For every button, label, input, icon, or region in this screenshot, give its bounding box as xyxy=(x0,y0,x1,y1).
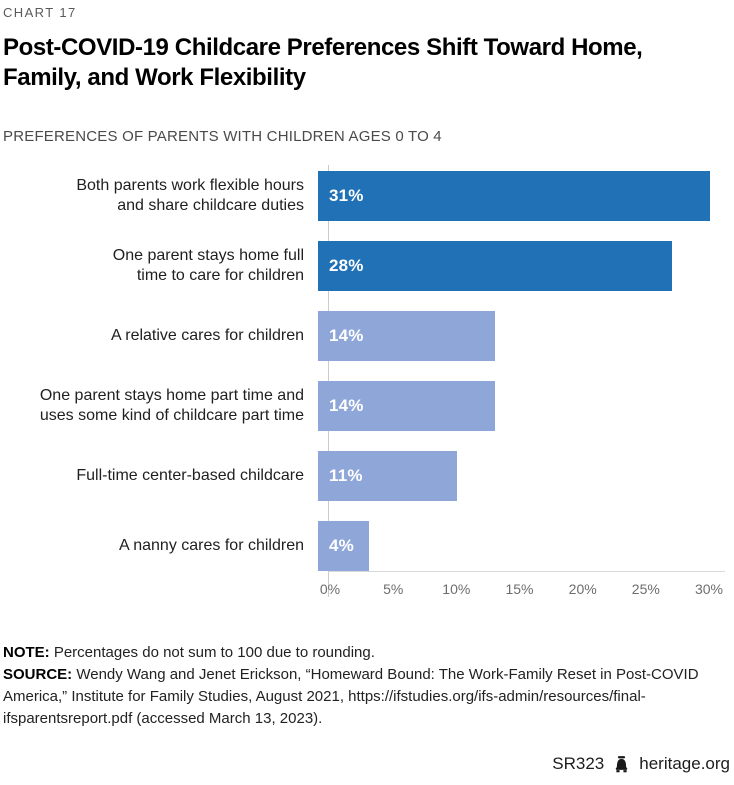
x-axis-tick: 30% xyxy=(694,581,724,597)
category-label: One parent stays home full time to care … xyxy=(112,247,304,284)
bar-value-label: 11% xyxy=(329,466,363,485)
x-axis-labels: 0% 5% 10% 15% 20% 25% 30% xyxy=(320,581,723,597)
bar: 4% xyxy=(318,521,369,571)
site-name: heritage.org xyxy=(639,754,730,773)
chart-rows: Both parents work flexible hours and sha… xyxy=(3,171,732,571)
bar-track: 4% xyxy=(316,521,713,571)
chart-row: One parent stays home part time and uses… xyxy=(3,381,732,431)
x-axis-tick: 10% xyxy=(442,581,471,597)
x-axis-tick: 20% xyxy=(568,581,597,597)
bar-chart: Both parents work flexible hours and sha… xyxy=(3,165,732,597)
source-line: SOURCE: Wendy Wang and Jenet Erickson, “… xyxy=(3,664,732,730)
footnotes: NOTE: Percentages do not sum to 100 due … xyxy=(3,642,732,730)
category-label: Both parents work flexible hours and sha… xyxy=(76,177,304,214)
bar: 14% xyxy=(318,311,495,361)
chart-row: Full-time center-based childcare 11% xyxy=(3,451,732,501)
bar-value-label: 4% xyxy=(329,536,354,555)
chart-row: Both parents work flexible hours and sha… xyxy=(3,171,732,221)
bar-track: 14% xyxy=(316,311,713,361)
note-line: NOTE: Percentages do not sum to 100 due … xyxy=(3,642,732,664)
bar-value-label: 28% xyxy=(329,256,364,275)
chart-title: Post-COVID-19 Childcare Preferences Shif… xyxy=(3,34,643,91)
chart-subtitle: PREFERENCES OF PARENTS WITH CHILDREN AGE… xyxy=(3,128,442,145)
category-label: A relative cares for children xyxy=(111,327,304,344)
report-id: SR323 xyxy=(552,754,605,773)
bar: 28% xyxy=(318,241,672,291)
bar: 14% xyxy=(318,381,495,431)
x-axis-line xyxy=(328,571,725,572)
note-text: Percentages do not sum to 100 due to rou… xyxy=(49,644,375,661)
source-label: SOURCE: xyxy=(3,666,73,683)
chart-number: CHART 17 xyxy=(3,5,77,20)
x-axis-tick: 15% xyxy=(505,581,534,597)
page-footer: SR323 heritage.org xyxy=(552,754,730,774)
bar-track: 28% xyxy=(316,241,713,291)
chart-row: A relative cares for children 14% xyxy=(3,311,732,361)
bar-track: 31% xyxy=(316,171,713,221)
source-text: Wendy Wang and Jenet Erickson, “Homeward… xyxy=(3,666,699,727)
chart-row: A nanny cares for children 4% xyxy=(3,521,732,571)
bar-track: 14% xyxy=(316,381,713,431)
category-label: Full-time center-based childcare xyxy=(76,467,304,484)
category-label: A nanny cares for children xyxy=(119,537,304,554)
chart-row: One parent stays home full time to care … xyxy=(3,241,732,291)
bar-value-label: 14% xyxy=(329,326,364,345)
bar-value-label: 14% xyxy=(329,396,364,415)
bar-value-label: 31% xyxy=(329,186,364,205)
x-axis-tick: 0% xyxy=(319,581,341,597)
x-axis-tick: 5% xyxy=(383,581,404,597)
bar-track: 11% xyxy=(316,451,713,501)
note-label: NOTE: xyxy=(3,644,50,661)
x-axis-tick: 25% xyxy=(631,581,660,597)
category-label: One parent stays home part time and uses… xyxy=(39,387,304,424)
bar: 31% xyxy=(318,171,710,221)
bar: 11% xyxy=(318,451,457,501)
liberty-bell-icon xyxy=(612,755,631,774)
